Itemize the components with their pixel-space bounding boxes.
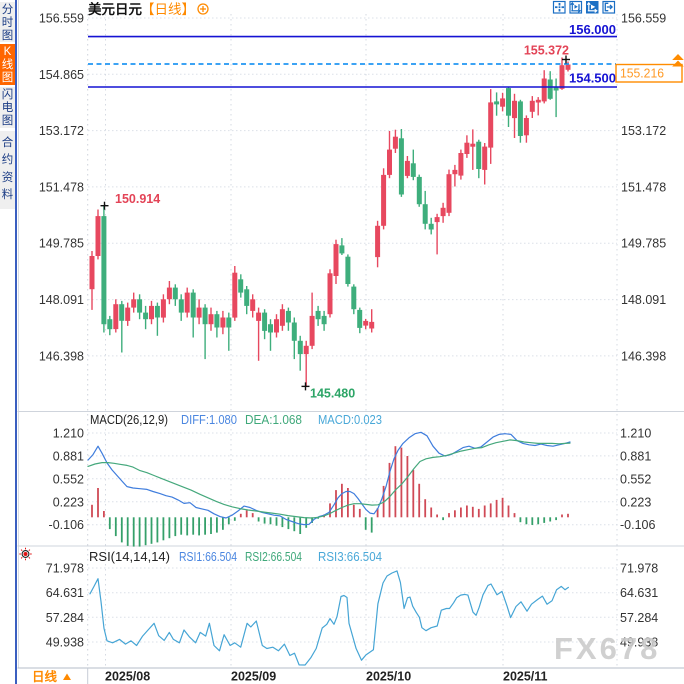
svg-text:154.500: 154.500 <box>569 71 616 86</box>
svg-text:151.478: 151.478 <box>39 180 84 194</box>
svg-text:156.559: 156.559 <box>39 12 84 26</box>
svg-text:MACD:0.023: MACD:0.023 <box>318 413 382 427</box>
svg-text:150.914: 150.914 <box>115 192 160 206</box>
svg-text:MACD(26,12,9): MACD(26,12,9) <box>90 413 168 427</box>
svg-text:1.210: 1.210 <box>620 427 651 441</box>
svg-text:DEA:1.068: DEA:1.068 <box>245 413 302 427</box>
svg-text:2025/08: 2025/08 <box>105 670 150 684</box>
svg-text:153.172: 153.172 <box>621 124 666 138</box>
svg-text:FX678: FX678 <box>554 631 660 666</box>
svg-text:RSI2:66.504: RSI2:66.504 <box>245 550 302 564</box>
svg-text:146.398: 146.398 <box>39 349 84 363</box>
svg-text:1.210: 1.210 <box>53 427 84 441</box>
svg-text:0.223: 0.223 <box>620 495 651 509</box>
svg-text:149.785: 149.785 <box>39 237 84 251</box>
svg-text:149.785: 149.785 <box>621 237 666 251</box>
svg-text:155.372: 155.372 <box>524 44 569 58</box>
svg-text:0.881: 0.881 <box>53 449 84 463</box>
svg-text:145.480: 145.480 <box>310 387 355 401</box>
svg-text:156.000: 156.000 <box>569 22 616 37</box>
svg-text:57.284: 57.284 <box>620 611 658 625</box>
svg-text:0.223: 0.223 <box>53 495 84 509</box>
svg-text:日线: 日线 <box>32 669 58 684</box>
svg-text:64.631: 64.631 <box>620 586 658 600</box>
svg-text:0.552: 0.552 <box>620 472 651 486</box>
svg-text:2025/11: 2025/11 <box>503 670 548 684</box>
svg-text:0.552: 0.552 <box>53 472 84 486</box>
svg-text:156.559: 156.559 <box>621 12 666 26</box>
svg-text:153.172: 153.172 <box>39 124 84 138</box>
svg-text:148.091: 148.091 <box>621 293 666 307</box>
svg-text:64.631: 64.631 <box>46 586 84 600</box>
svg-text:美元日元: 美元日元 <box>88 1 142 17</box>
svg-text:71.978: 71.978 <box>46 562 84 576</box>
svg-text:148.091: 148.091 <box>39 293 84 307</box>
svg-text:RSI1:66.504: RSI1:66.504 <box>179 550 237 564</box>
svg-text:DIFF:1.080: DIFF:1.080 <box>181 413 237 427</box>
svg-text:-0.106: -0.106 <box>49 518 84 532</box>
svg-text:49.938: 49.938 <box>46 636 84 650</box>
svg-text:RSI3:66.504: RSI3:66.504 <box>318 550 382 564</box>
svg-text:57.284: 57.284 <box>46 611 84 625</box>
svg-text:49.938: 49.938 <box>620 636 658 650</box>
svg-text:RSI(14,14,14): RSI(14,14,14) <box>89 550 170 564</box>
svg-text:151.478: 151.478 <box>621 180 666 194</box>
svg-text:154.865: 154.865 <box>39 68 84 82</box>
svg-text:0.881: 0.881 <box>620 449 651 463</box>
svg-text:155.216: 155.216 <box>620 66 664 81</box>
svg-text:2025/10: 2025/10 <box>366 670 411 684</box>
svg-text:【日线】: 【日线】 <box>141 2 195 17</box>
svg-text:146.398: 146.398 <box>621 349 666 363</box>
svg-text:-0.106: -0.106 <box>620 518 655 532</box>
svg-text:71.978: 71.978 <box>620 562 658 576</box>
svg-text:2025/09: 2025/09 <box>231 670 276 684</box>
